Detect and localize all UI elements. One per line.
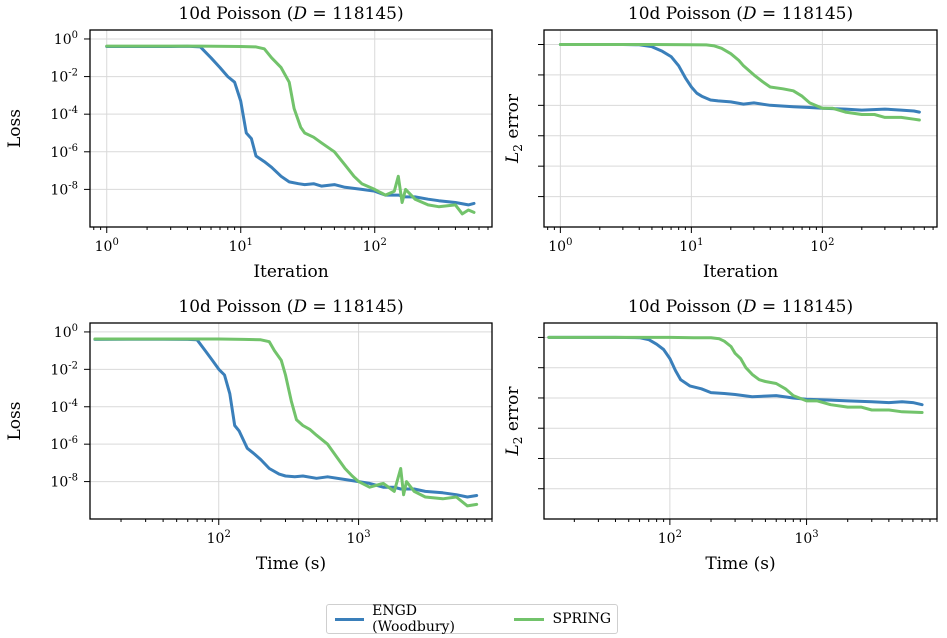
legend-label-spring: SPRING [552,611,611,627]
legend-item-spring: SPRING [514,611,611,627]
x-tick-label: 102 [658,529,682,547]
y-tick-label: 10-6 [50,143,78,161]
x-tick-label: 100 [95,237,119,255]
x-axis-label: Time (s) [705,554,775,574]
y-tick-label: 10-4 [50,398,78,416]
series-line-spring [547,335,924,414]
axes-frame [543,29,938,228]
y-tick-label: 100 [54,30,78,48]
y-tick-label: 10-8 [50,180,78,198]
y-tick-label: 10-2 [50,360,78,378]
series-line-spring [558,43,921,122]
legend: ENGD (Woodbury) SPRING [326,603,618,635]
axes-frame [89,29,493,228]
series-line-engd [105,44,476,207]
subplot-title: 10d Poisson (D = 118145) [178,297,403,317]
legend-swatch-engd [335,617,365,621]
x-axis-label: Time (s) [256,554,326,574]
y-axis-label: Loss [5,109,25,148]
series-line-spring [93,337,479,508]
y-axis-label: Loss [5,402,25,441]
subplot-2: 100 101 102 10d Poisson (D = 118145) Iterati… [503,4,938,282]
x-tick-label: 100 [548,237,572,255]
y-tick-label: 10-2 [50,68,78,86]
y-tick-label: 10-8 [50,473,78,491]
subplot-title: 10d Poisson (D = 118145) [628,297,853,317]
subplot-title: 10d Poisson (D = 118145) [178,4,403,24]
x-axis-label: Iteration [253,262,328,282]
x-tick-label: 102 [207,529,231,547]
x-tick-label: 101 [229,237,253,255]
subplot-3: 102 103 100 10-2 10-4 10-6 10-8 10d Poisson (D … [5,297,493,574]
subplot-4: 102 103 10d Poisson (D = 118145) Time (s) L2… [503,297,938,574]
series-line-spring [105,44,476,216]
subplot-1: 100 101 102 100 10-2 10-4 10-6 10-8 10d Poisson … [5,4,493,282]
axes-frame [543,322,938,520]
y-axis-label: L2 error [503,93,525,164]
x-tick-label: 102 [363,237,387,255]
x-tick-label: 101 [679,237,703,255]
series-line-engd [558,43,921,114]
series-line-engd [93,337,479,499]
y-tick-label: 10-4 [50,105,78,123]
legend-label-engd: ENGD (Woodbury) [372,603,455,635]
y-tick-label: 100 [54,323,78,341]
x-tick-label: 103 [346,529,370,547]
legend-item-engd: ENGD (Woodbury) [335,603,500,635]
subplot-title: 10d Poisson (D = 118145) [628,4,853,24]
y-tick-label: 10-6 [50,435,78,453]
series-line-engd [547,335,924,407]
x-axis-label: Iteration [703,262,778,282]
x-tick-label: 103 [794,529,818,547]
y-axis-label: L2 error [503,386,525,457]
legend-swatch-spring [514,617,545,621]
figure: 100 101 102 100 10-2 10-4 10-6 10-8 10d Poisson … [5,4,938,574]
x-tick-label: 102 [810,237,834,255]
axes-frame [89,322,493,520]
